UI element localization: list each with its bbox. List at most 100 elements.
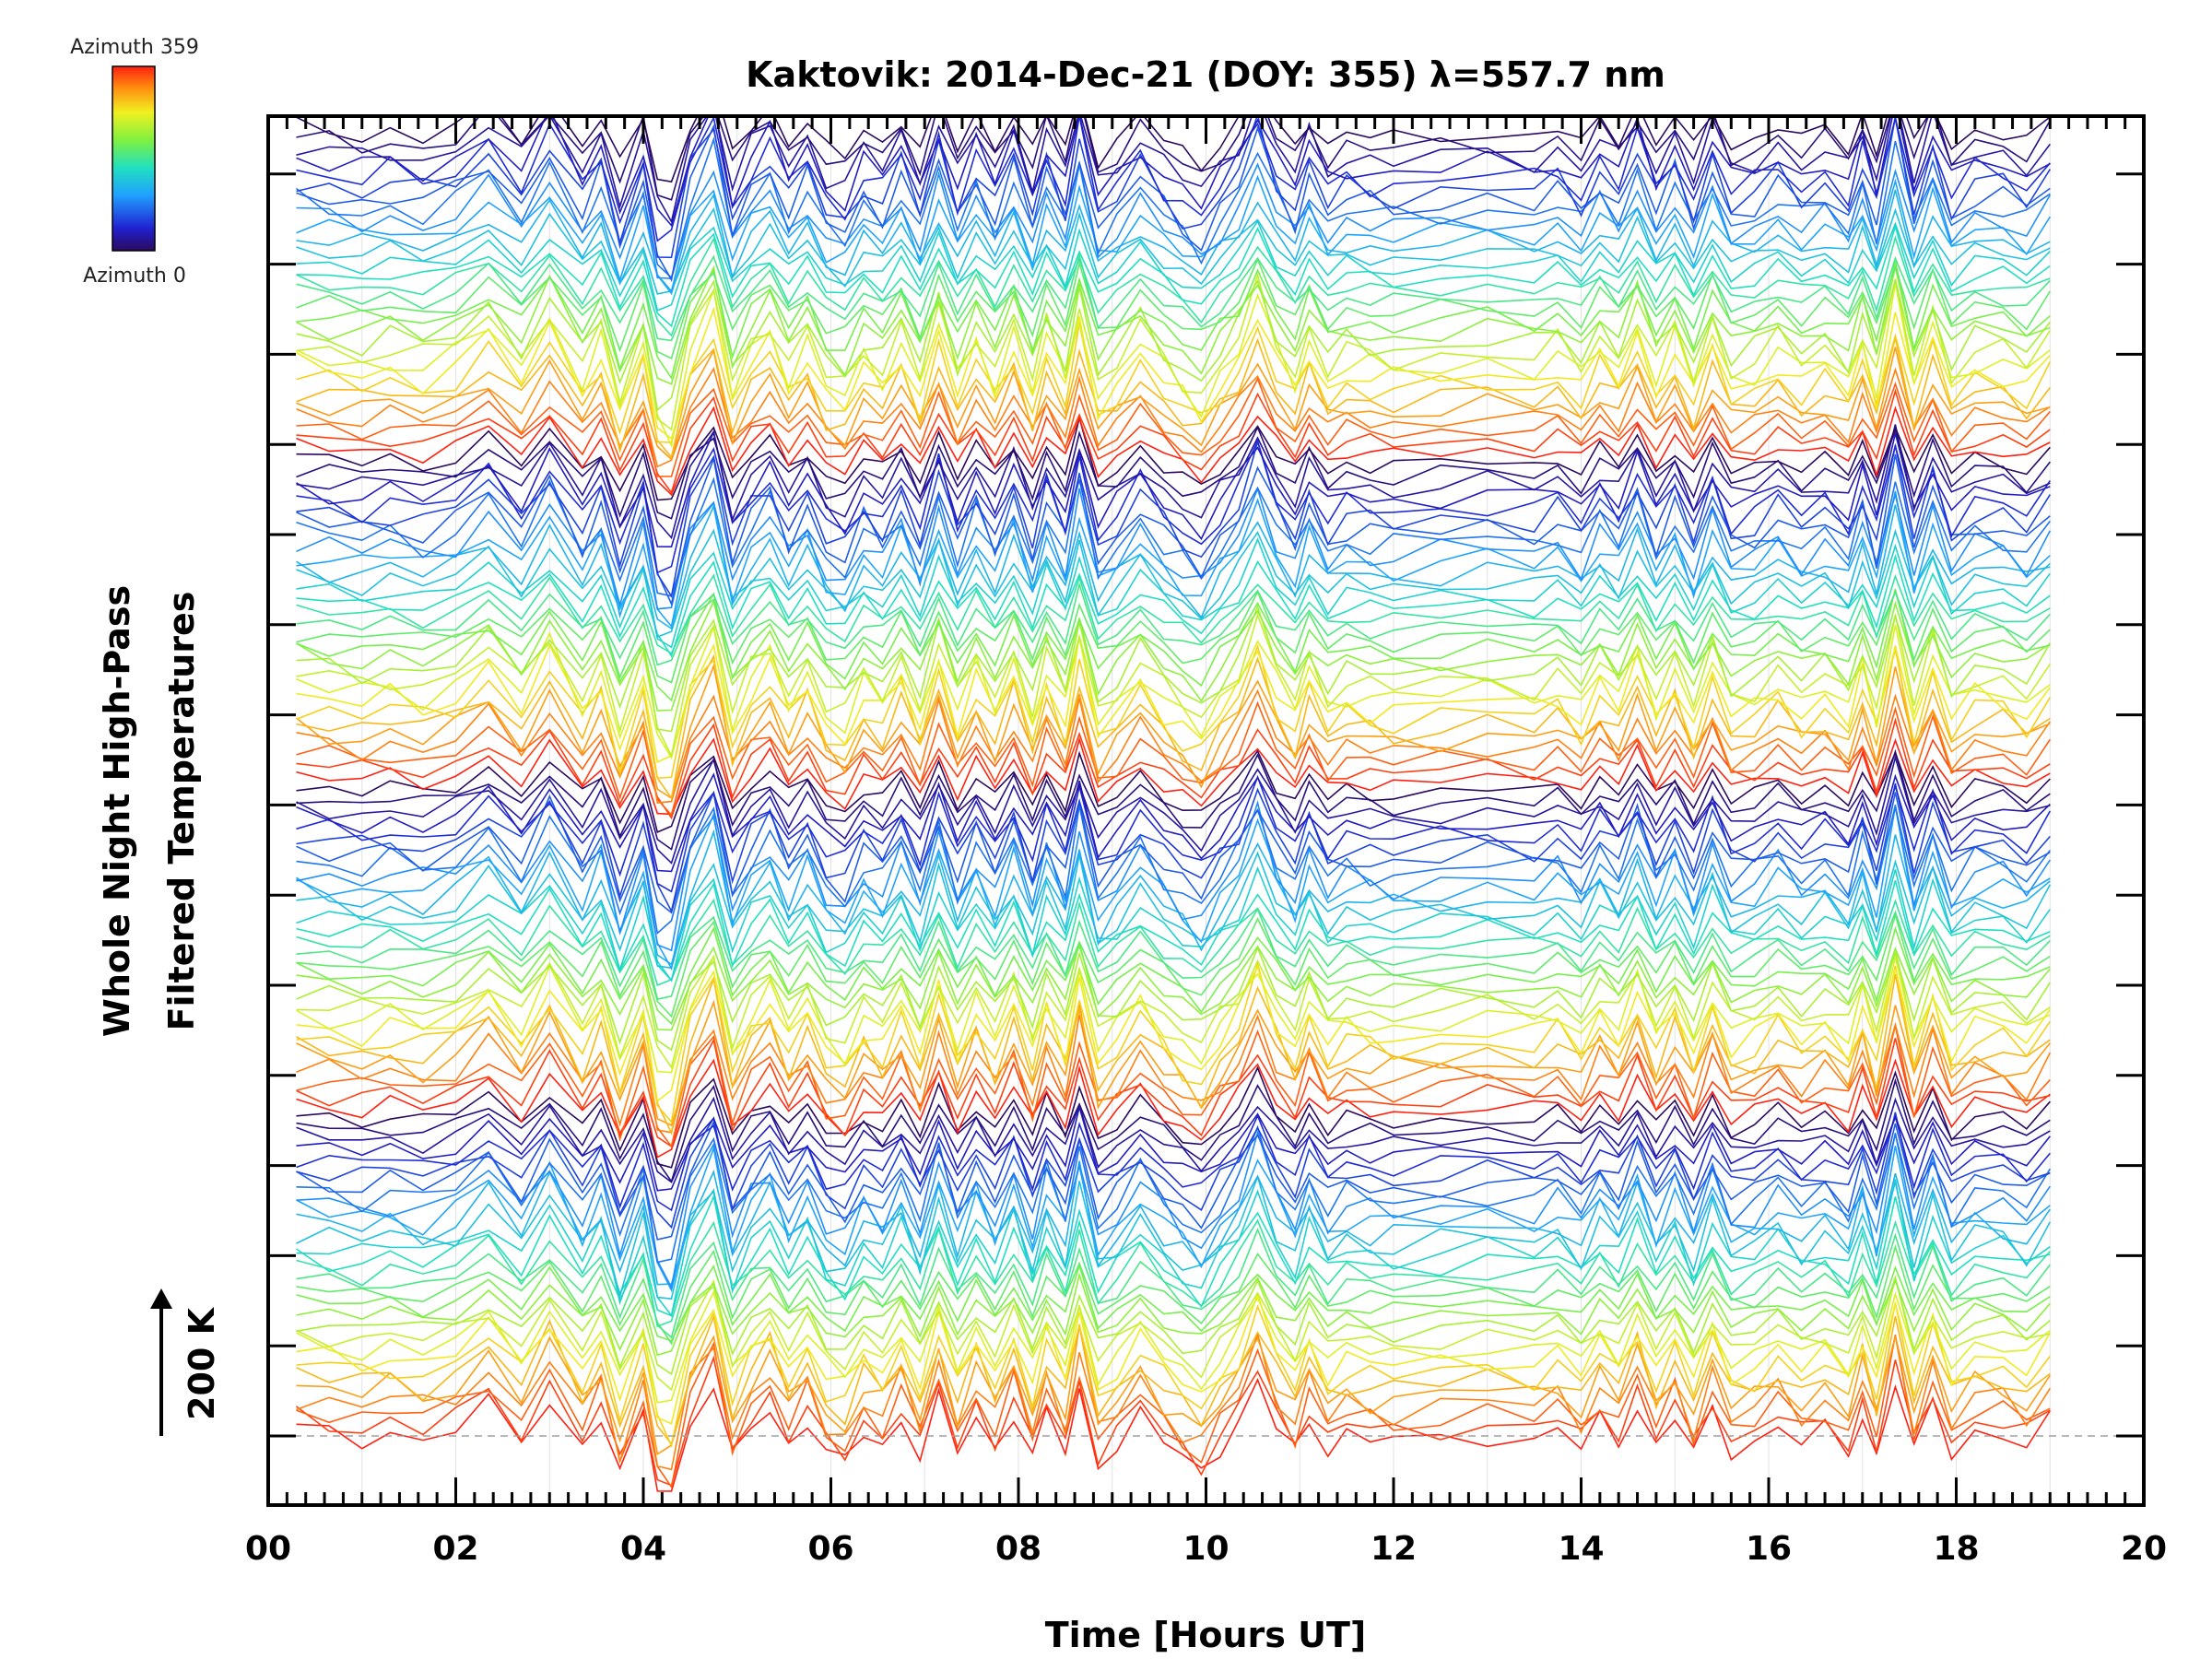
azimuth-series-line xyxy=(296,774,2051,893)
axis-ticks xyxy=(266,116,2146,1505)
azimuth-series-line xyxy=(296,116,2051,259)
azimuth-series-line xyxy=(296,964,2051,1103)
azimuth-series-line xyxy=(296,925,2051,1026)
azimuth-series-line xyxy=(296,429,2051,548)
azimuth-series-line xyxy=(296,265,2051,385)
azimuth-series-line xyxy=(296,1302,2051,1448)
azimuth-series-line xyxy=(296,865,2051,982)
azimuth-series-line xyxy=(296,1096,2051,1183)
azimuth-series-line xyxy=(296,1058,2051,1159)
x-tick-labels: 00 02 04 06 08 10 12 14 16 18 20 xyxy=(245,1530,2167,1568)
azimuth-series-line xyxy=(296,1119,2051,1241)
azimuth-series-line xyxy=(296,624,2051,760)
azimuth-series-line xyxy=(296,582,2051,666)
azimuth-series-line xyxy=(296,136,2051,279)
x-tick-label: 12 xyxy=(1371,1530,1417,1568)
azimuth-series-line xyxy=(296,1272,2051,1357)
azimuth-series-line xyxy=(296,528,2051,639)
azimuth-series-line xyxy=(296,1263,2051,1342)
azimuth-series-line xyxy=(296,424,2051,540)
colorbar-bottom-label: Azimuth 0 xyxy=(83,265,186,288)
azimuth-series-line xyxy=(296,1355,2051,1487)
azimuth-series-line xyxy=(296,1277,2051,1392)
azimuth-series-line xyxy=(296,1377,2051,1492)
x-tick-label: 18 xyxy=(1933,1530,1979,1568)
x-tick-label: 10 xyxy=(1182,1530,1229,1568)
azimuth-series-line xyxy=(296,282,2051,449)
azimuth-series-line xyxy=(296,234,2051,337)
azimuth-series-line xyxy=(296,257,2051,360)
azimuth-series-line xyxy=(296,749,2051,834)
azimuth-series-line xyxy=(296,415,2051,501)
azimuth-series-line xyxy=(296,1335,2051,1489)
azimuth-series-line xyxy=(296,604,2051,733)
azimuth-series-line xyxy=(296,1325,2051,1456)
azimuth-series-line xyxy=(296,599,2051,712)
azimuth-series-line xyxy=(296,1124,2051,1264)
azimuth-series-line xyxy=(296,439,2051,599)
azimuth-series-line xyxy=(296,1194,2051,1317)
azimuth-series-line xyxy=(296,1218,2051,1328)
x-tick-label: 08 xyxy=(995,1530,1041,1568)
azimuth-series-line xyxy=(296,688,2051,804)
y-axis-label-line2: Filtered Temperatures xyxy=(161,592,202,1031)
azimuth-series-line xyxy=(296,999,2051,1127)
azimuth-series-line xyxy=(296,806,2051,935)
azimuth-series-line xyxy=(296,772,2051,873)
azimuth-series-line xyxy=(296,1129,2051,1290)
azimuth-series-line xyxy=(296,1025,2051,1148)
azimuth-series-line xyxy=(296,306,2051,441)
azimuth-series-line xyxy=(296,174,2051,293)
azimuth-series-line xyxy=(296,337,2051,459)
azimuth-series-line xyxy=(296,439,2051,574)
azimuth-series-line xyxy=(296,116,2051,242)
azimuth-series-line xyxy=(296,453,2051,606)
x-axis-label: Time [Hours UT] xyxy=(1045,1615,1367,1655)
azimuth-series-line xyxy=(296,851,2052,970)
scale-bar-label: 200 K xyxy=(182,1306,222,1420)
chart-title: Kaktovik: 2014-Dec-21 (DOY: 355) λ=557.7… xyxy=(746,54,1665,95)
azimuth-series-line xyxy=(296,367,2051,468)
azimuth-series-line xyxy=(296,347,2051,461)
azimuth-series-line xyxy=(296,1113,2051,1212)
azimuth-series-line xyxy=(296,782,2051,913)
colorbar xyxy=(112,65,156,252)
azimuth-series-line xyxy=(296,116,2051,201)
azimuth-series-line xyxy=(296,880,2051,982)
azimuth-series-line xyxy=(296,377,2051,477)
azimuth-series-line xyxy=(296,388,2051,495)
azimuth-series-line xyxy=(296,406,2051,497)
azimuth-series-line xyxy=(296,1112,2051,1230)
azimuth-series-line xyxy=(296,323,2052,443)
azimuth-series-line xyxy=(296,800,2051,952)
colorbar-top-label: Azimuth 359 xyxy=(70,36,199,59)
azimuth-series-line xyxy=(296,252,2051,342)
azimuth-series-line xyxy=(296,116,2051,183)
x-tick-label: 02 xyxy=(432,1530,478,1568)
azimuth-series-line xyxy=(296,635,2051,764)
x-tick-label: 16 xyxy=(1746,1530,1792,1568)
azimuth-series-line xyxy=(296,663,2051,800)
azimuth-series-line xyxy=(296,1160,2051,1286)
azimuth-series-line xyxy=(296,207,2051,295)
azimuth-series-line xyxy=(296,162,2051,280)
azimuth-series-line xyxy=(296,1289,2051,1404)
azimuth-series-line xyxy=(296,279,2051,412)
x-tick-label: 06 xyxy=(807,1530,853,1568)
azimuth-series-line xyxy=(296,116,2051,224)
y-axis-label-line1: Whole Night High-Pass xyxy=(97,585,137,1037)
azimuth-series-line xyxy=(296,947,2051,1070)
azimuth-series-line xyxy=(296,219,2051,312)
azimuth-series-line xyxy=(296,1179,2051,1318)
azimuth-series-line xyxy=(296,960,2051,1124)
azimuth-series-line xyxy=(296,954,2051,1074)
azimuth-series-line xyxy=(296,700,2051,817)
azimuth-series-line xyxy=(296,503,2051,630)
azimuth-series-line xyxy=(296,754,2051,865)
azimuth-series-line xyxy=(296,261,2051,381)
x-tick-label: 00 xyxy=(245,1530,291,1568)
azimuth-series-line xyxy=(296,942,2051,1031)
series-group xyxy=(296,116,2052,1492)
azimuth-series-line xyxy=(296,272,2051,431)
